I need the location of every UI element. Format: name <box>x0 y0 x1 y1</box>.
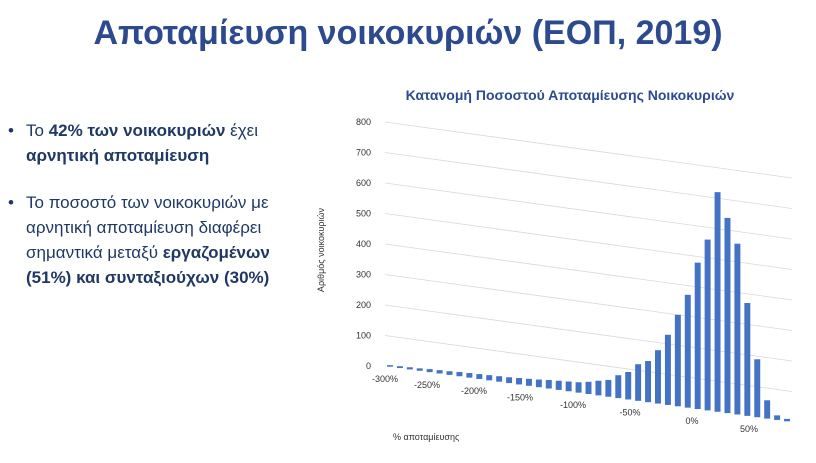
histogram-bar <box>774 415 781 420</box>
gridline <box>384 152 793 209</box>
x-tick-label: -150% <box>507 393 533 403</box>
histogram-bar <box>496 376 503 382</box>
histogram-bar <box>784 418 791 422</box>
histogram-bar <box>664 334 671 405</box>
y-tick-label: 700 <box>356 148 371 158</box>
y-tick-label: 200 <box>356 300 371 310</box>
x-tick-label: -250% <box>414 380 440 390</box>
bullet-text: έχει <box>225 121 258 140</box>
y-tick-label: 800 <box>356 117 371 127</box>
histogram-bar <box>655 350 661 404</box>
bullet-item: • Το 42% των νοικοκυριών έχει αρνητική απ… <box>6 118 306 168</box>
bullet-text: Το <box>26 121 49 140</box>
y-tick-label: 300 <box>356 270 371 280</box>
histogram-bar <box>605 379 612 397</box>
y-tick-label: 500 <box>356 209 371 219</box>
gridline <box>384 274 793 331</box>
histogram-bar <box>426 369 433 373</box>
histogram-bar <box>694 262 701 410</box>
y-tick-label: 100 <box>356 331 371 341</box>
histogram-bar <box>625 372 632 400</box>
histogram-bar <box>615 375 622 399</box>
bullet-item: • Το ποσοστό των νοικοκυριών με αρνητική … <box>6 190 306 290</box>
y-axis-label: Αριθμός νοικοκυριών <box>316 207 326 292</box>
histogram-bar <box>565 381 572 392</box>
histogram-bar <box>635 364 642 401</box>
histogram-bar <box>734 243 741 415</box>
gridline <box>384 213 793 270</box>
histogram-bar <box>535 379 542 388</box>
histogram-bar <box>506 377 513 384</box>
gridline <box>384 121 793 179</box>
x-tick-label: -100% <box>560 400 586 410</box>
histogram-bar <box>525 378 532 386</box>
histogram-bar <box>575 382 582 393</box>
histogram-bar <box>585 381 592 394</box>
histogram-bar <box>416 368 423 371</box>
bullet-dot-icon: • <box>8 193 14 212</box>
slide-title: Αποταμίευση νοικοκυριών (ΕΟΠ, 2019) <box>93 14 723 52</box>
histogram-bar <box>406 367 413 370</box>
y-tick-label: 600 <box>356 178 371 188</box>
gridline <box>384 182 793 240</box>
gridline <box>384 243 793 301</box>
histogram-bar <box>396 366 403 369</box>
y-tick-label: 400 <box>356 239 371 249</box>
bullet-bold-text: αρνητική αποταμίευση <box>26 146 210 165</box>
histogram-bar <box>386 365 393 367</box>
histogram-bar <box>754 359 761 418</box>
histogram-bar <box>436 370 443 374</box>
x-tick-label: -50% <box>619 408 640 418</box>
histogram-bar <box>545 379 552 389</box>
bullet-dot-icon: • <box>8 121 14 140</box>
histogram-chart: 0 100 200 300 400 500 600 700 800 -300% -250% -200%… <box>316 117 793 442</box>
histogram-bar <box>476 374 483 379</box>
histogram-bar <box>704 239 711 411</box>
histogram-bar <box>744 303 751 416</box>
y-tick-label: 0 <box>366 361 371 371</box>
histogram-bar <box>645 361 652 403</box>
x-tick-label: 50% <box>740 424 758 434</box>
bullet-text: Το ποσοστό των νοικοκυριών με αρνητική α… <box>26 193 269 262</box>
histogram-bar <box>764 400 771 419</box>
x-tick-label: -200% <box>461 386 487 396</box>
histogram-bar <box>466 373 473 378</box>
bullet-bold-text: εργαζομένων (51%) και συνταξιούχων (30%) <box>26 243 270 287</box>
x-axis-label: % αποταμίευσης <box>393 432 460 442</box>
bullet-list: • Το 42% των νοικοκυριών έχει αρνητική απ… <box>6 118 306 290</box>
histogram-bar <box>516 378 522 385</box>
histogram-bar <box>446 371 453 375</box>
gridline <box>384 335 793 392</box>
histogram-bar <box>456 371 463 377</box>
x-tick-label: 0% <box>685 416 698 426</box>
histogram-bar <box>486 375 493 381</box>
chart-title: Κατανομή Ποσοστού Αποταμίευσης Νοικοκυρι… <box>405 87 735 103</box>
histogram-bar <box>724 217 731 414</box>
bullet-bold-text: 42% των νοικοκυριών <box>48 121 226 140</box>
histogram-bar <box>595 380 602 396</box>
histogram-bar <box>555 380 562 390</box>
histogram-bar <box>714 192 721 412</box>
gridline <box>384 304 793 362</box>
histogram-bar <box>684 294 691 408</box>
histogram-bar <box>674 314 681 407</box>
x-tick-label: -300% <box>372 374 398 384</box>
